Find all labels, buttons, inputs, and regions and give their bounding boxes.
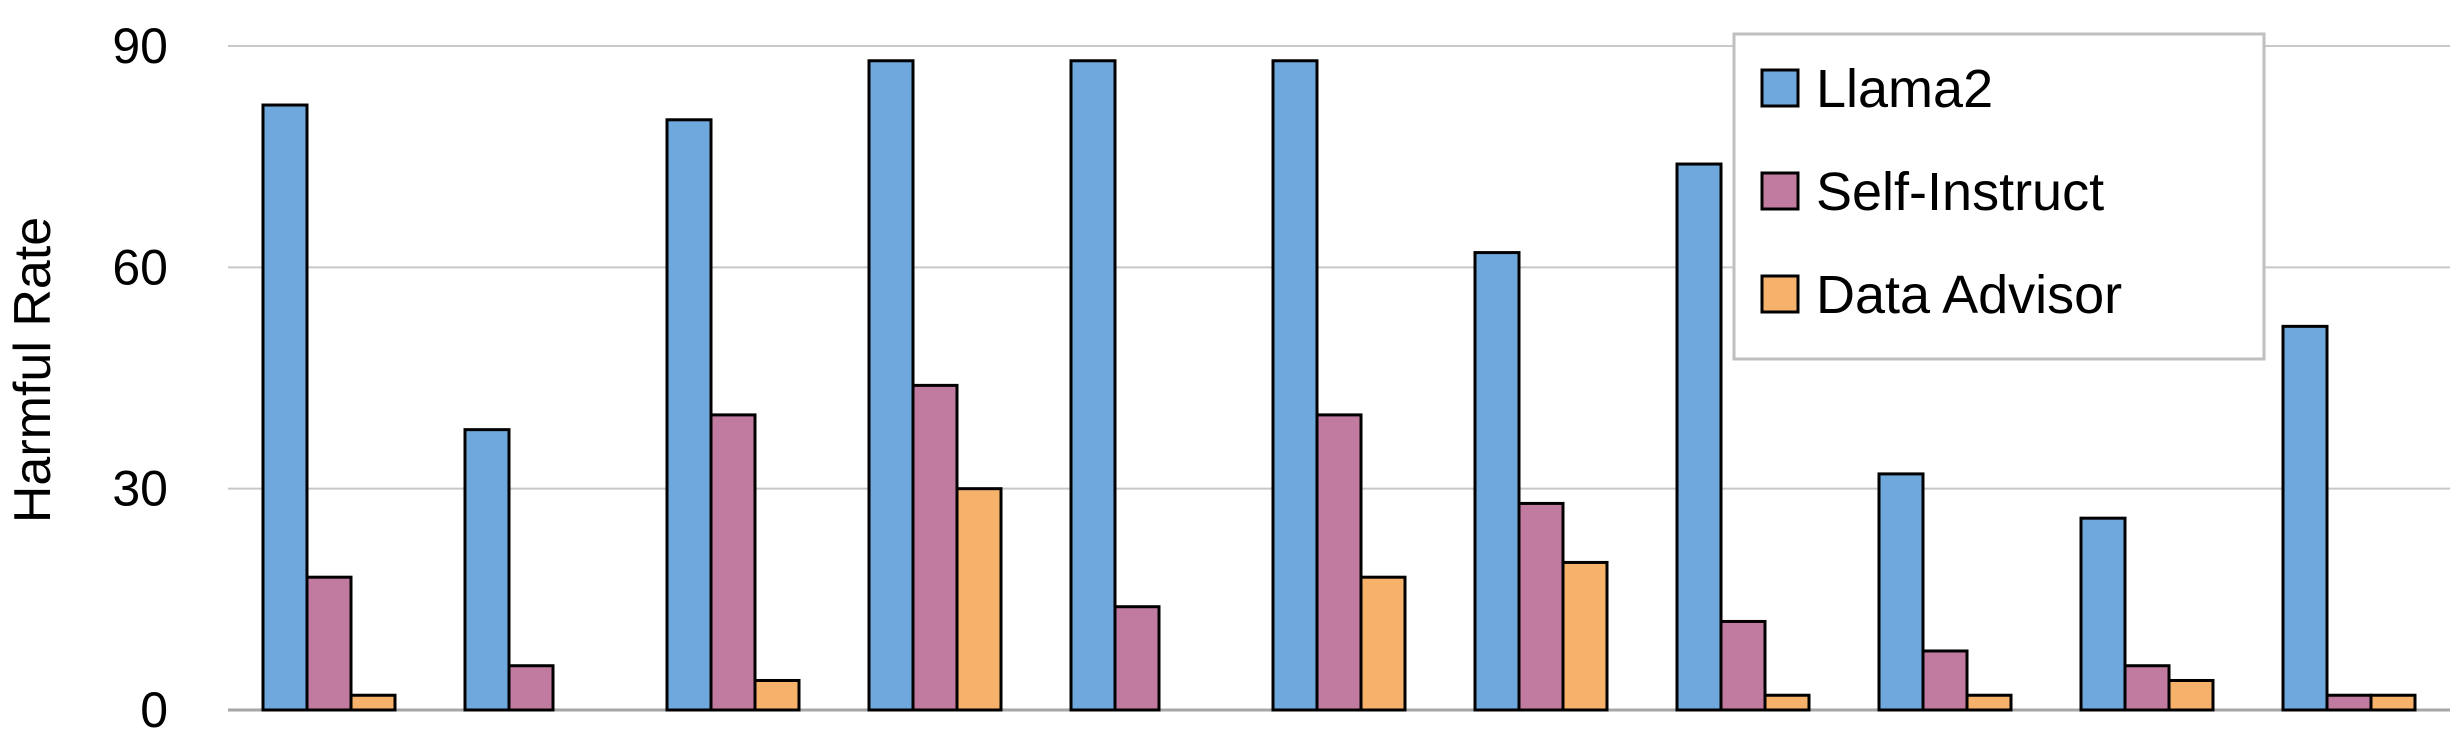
bar-llama2: [1069, 59, 1117, 712]
bar-data-advisor: [1561, 560, 1609, 712]
bar-self-instruct: [1921, 649, 1969, 712]
y-axis-title: Harmful Rate: [4, 217, 62, 523]
legend-label-llama2: Llama2: [1816, 59, 1993, 119]
bar-self-instruct: [507, 664, 555, 712]
y-tick-label: 60: [112, 239, 168, 295]
y-tick-label: 90: [112, 18, 168, 74]
bar-data-advisor: [955, 487, 1003, 712]
bar-llama2: [2079, 516, 2127, 712]
bar-data-advisor: [2167, 678, 2215, 712]
bar-data-advisor: [349, 693, 397, 712]
bar-self-instruct: [1517, 501, 1565, 712]
bar-llama2: [1473, 251, 1521, 712]
legend-label-self-instruct: Self-Instruct: [1816, 162, 2104, 222]
legend-label-data-advisor: Data Advisor: [1816, 265, 2122, 325]
bar-llama2: [1271, 59, 1319, 712]
bar-self-instruct: [1315, 413, 1363, 712]
legend: Llama2 Self-Instruct Data Advisor: [1732, 32, 2266, 361]
bar-llama2: [867, 59, 915, 712]
bar-self-instruct: [1719, 619, 1767, 712]
bar-llama2: [2281, 324, 2329, 712]
bar-self-instruct: [305, 575, 353, 712]
bar-self-instruct: [709, 413, 757, 712]
legend-swatch-data-advisor: [1760, 274, 1800, 314]
bar-self-instruct: [2325, 693, 2373, 712]
legend-swatch-self-instruct: [1760, 171, 1800, 211]
bar-data-advisor: [753, 678, 801, 712]
bar-self-instruct: [2123, 664, 2171, 712]
legend-box: [1732, 32, 2266, 361]
bar-data-advisor: [1965, 693, 2013, 712]
bar-llama2: [1877, 472, 1925, 712]
bars: [261, 59, 2417, 712]
bar-llama2: [665, 118, 713, 712]
y-tick-labels: 0 30 60 90: [112, 18, 168, 735]
bar-llama2: [1675, 162, 1723, 712]
y-tick-label: 0: [140, 682, 168, 735]
bar-data-advisor: [1359, 575, 1407, 712]
bar-self-instruct: [911, 383, 959, 712]
bar-data-advisor: [1763, 693, 1811, 712]
legend-swatch-llama2: [1760, 68, 1800, 108]
y-tick-label: 30: [112, 461, 168, 517]
bar-llama2: [261, 103, 309, 712]
bar-llama2: [463, 428, 511, 712]
bar-data-advisor: [2369, 693, 2417, 712]
bar-self-instruct: [1113, 605, 1161, 712]
